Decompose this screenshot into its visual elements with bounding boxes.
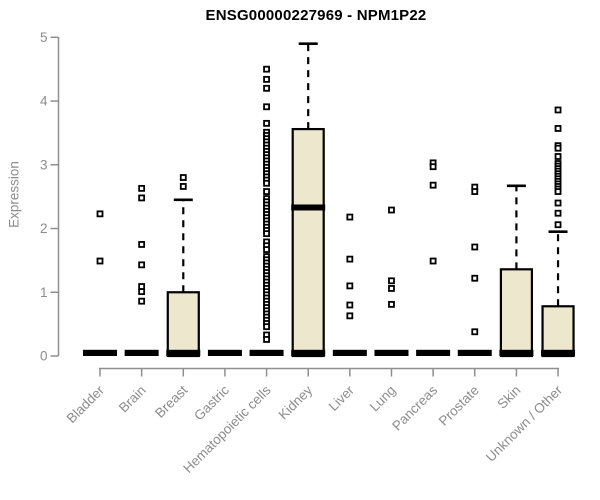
box-group-breast: [166, 174, 201, 358]
outlier-point: [263, 230, 270, 238]
y-tick-label: 0: [40, 349, 48, 364]
outlier-point: [263, 179, 270, 187]
box-group-lung: [374, 206, 409, 356]
outlier-point: [429, 257, 437, 265]
outlier-point: [346, 255, 354, 263]
outlier-point: [263, 65, 270, 73]
x-tick-label-kidney: Kidney: [276, 382, 316, 422]
outlier-point: [554, 221, 562, 229]
outlier-point: [263, 188, 270, 195]
outlier-point: [388, 206, 395, 214]
outlier-point: [471, 188, 479, 195]
chart-title: ENSG00000227969 - NPM1P22: [205, 7, 427, 24]
x-tick-label-pancreas: Pancreas: [389, 382, 440, 433]
zero-median-bar: [499, 349, 534, 356]
outlier-point: [429, 163, 437, 171]
outlier-point: [96, 210, 104, 218]
box-group-gastric: [207, 349, 242, 356]
outlier-point: [96, 257, 104, 265]
box-rect: [541, 305, 575, 358]
outlier-point: [554, 199, 562, 207]
x-tick-label-bladder: Bladder: [64, 382, 108, 426]
box-group-pancreas: [416, 159, 451, 356]
box-group-prostate: [457, 183, 492, 356]
zero-median-bar: [374, 349, 409, 356]
box-group-brain: [124, 184, 159, 356]
outlier-point: [263, 75, 270, 83]
zero-median-bar: [291, 349, 326, 356]
zero-median-bar: [83, 349, 117, 356]
zero-median-bar: [166, 349, 201, 356]
box-group-liver: [332, 213, 367, 356]
box-rect: [166, 291, 200, 358]
outlier-point: [429, 181, 437, 189]
outlier-point: [554, 209, 562, 217]
outlier-point: [388, 300, 395, 308]
y-tick-label: 4: [40, 94, 48, 109]
outlier-point: [388, 285, 395, 292]
outlier-point: [346, 301, 354, 309]
x-tick-label-gastric: Gastric: [191, 382, 232, 423]
x-tick-label-brain: Brain: [116, 383, 149, 416]
outlier-point: [263, 246, 270, 253]
zero-median-bar: [207, 349, 242, 356]
zero-median-bar: [541, 349, 576, 356]
median-line: [291, 204, 326, 211]
outlier-point: [346, 282, 354, 290]
outlier-point: [138, 184, 146, 192]
outlier-point: [388, 277, 395, 285]
outlier-point: [471, 328, 479, 336]
outlier-point: [346, 312, 354, 320]
outlier-point: [138, 261, 146, 269]
x-tick-label-lung: Lung: [367, 383, 399, 415]
x-tick-label-unknown-other: Unknown / Other: [483, 382, 566, 465]
outlier-point: [554, 125, 562, 132]
y-tick-label: 3: [40, 157, 48, 172]
outlier-point: [138, 241, 146, 248]
zero-median-bar: [332, 349, 367, 356]
outlier-point: [263, 323, 270, 331]
outlier-point: [554, 144, 562, 152]
zero-median-bar: [249, 349, 284, 356]
outlier-point: [138, 194, 146, 202]
outlier-point: [263, 84, 270, 92]
box-group-unknown-other: [541, 106, 576, 358]
outlier-point: [263, 103, 270, 111]
box-group-bladder: [83, 210, 117, 356]
outlier-point: [263, 336, 270, 343]
zero-median-bar: [124, 349, 159, 356]
box-group-kidney: [291, 42, 326, 358]
x-tick-label-skin: Skin: [494, 383, 523, 412]
box-rect: [499, 268, 533, 358]
y-tick-label: 2: [40, 221, 48, 236]
outlier-point: [554, 188, 562, 195]
outlier-point: [346, 213, 354, 221]
outlier-point: [263, 119, 270, 127]
outlier-point: [554, 106, 562, 114]
outlier-point: [471, 274, 479, 282]
zero-median-bar: [416, 349, 451, 356]
y-tick-label: 5: [40, 30, 48, 45]
box-group-hematopoietic-cells: [249, 65, 284, 356]
x-tick-label-prostate: Prostate: [436, 383, 482, 429]
outlier-point: [138, 297, 146, 305]
x-tick-label-breast: Breast: [152, 382, 190, 420]
outlier-point: [179, 183, 187, 190]
outlier-point: [471, 243, 479, 251]
box-rect: [291, 127, 325, 358]
outlier-point: [179, 174, 187, 181]
x-tick-label-liver: Liver: [326, 382, 358, 414]
outlier-point: [554, 153, 562, 160]
zero-median-bar: [457, 349, 492, 356]
box-group-skin: [499, 184, 534, 358]
y-tick-label: 1: [40, 285, 48, 300]
outlier-point: [138, 288, 146, 296]
